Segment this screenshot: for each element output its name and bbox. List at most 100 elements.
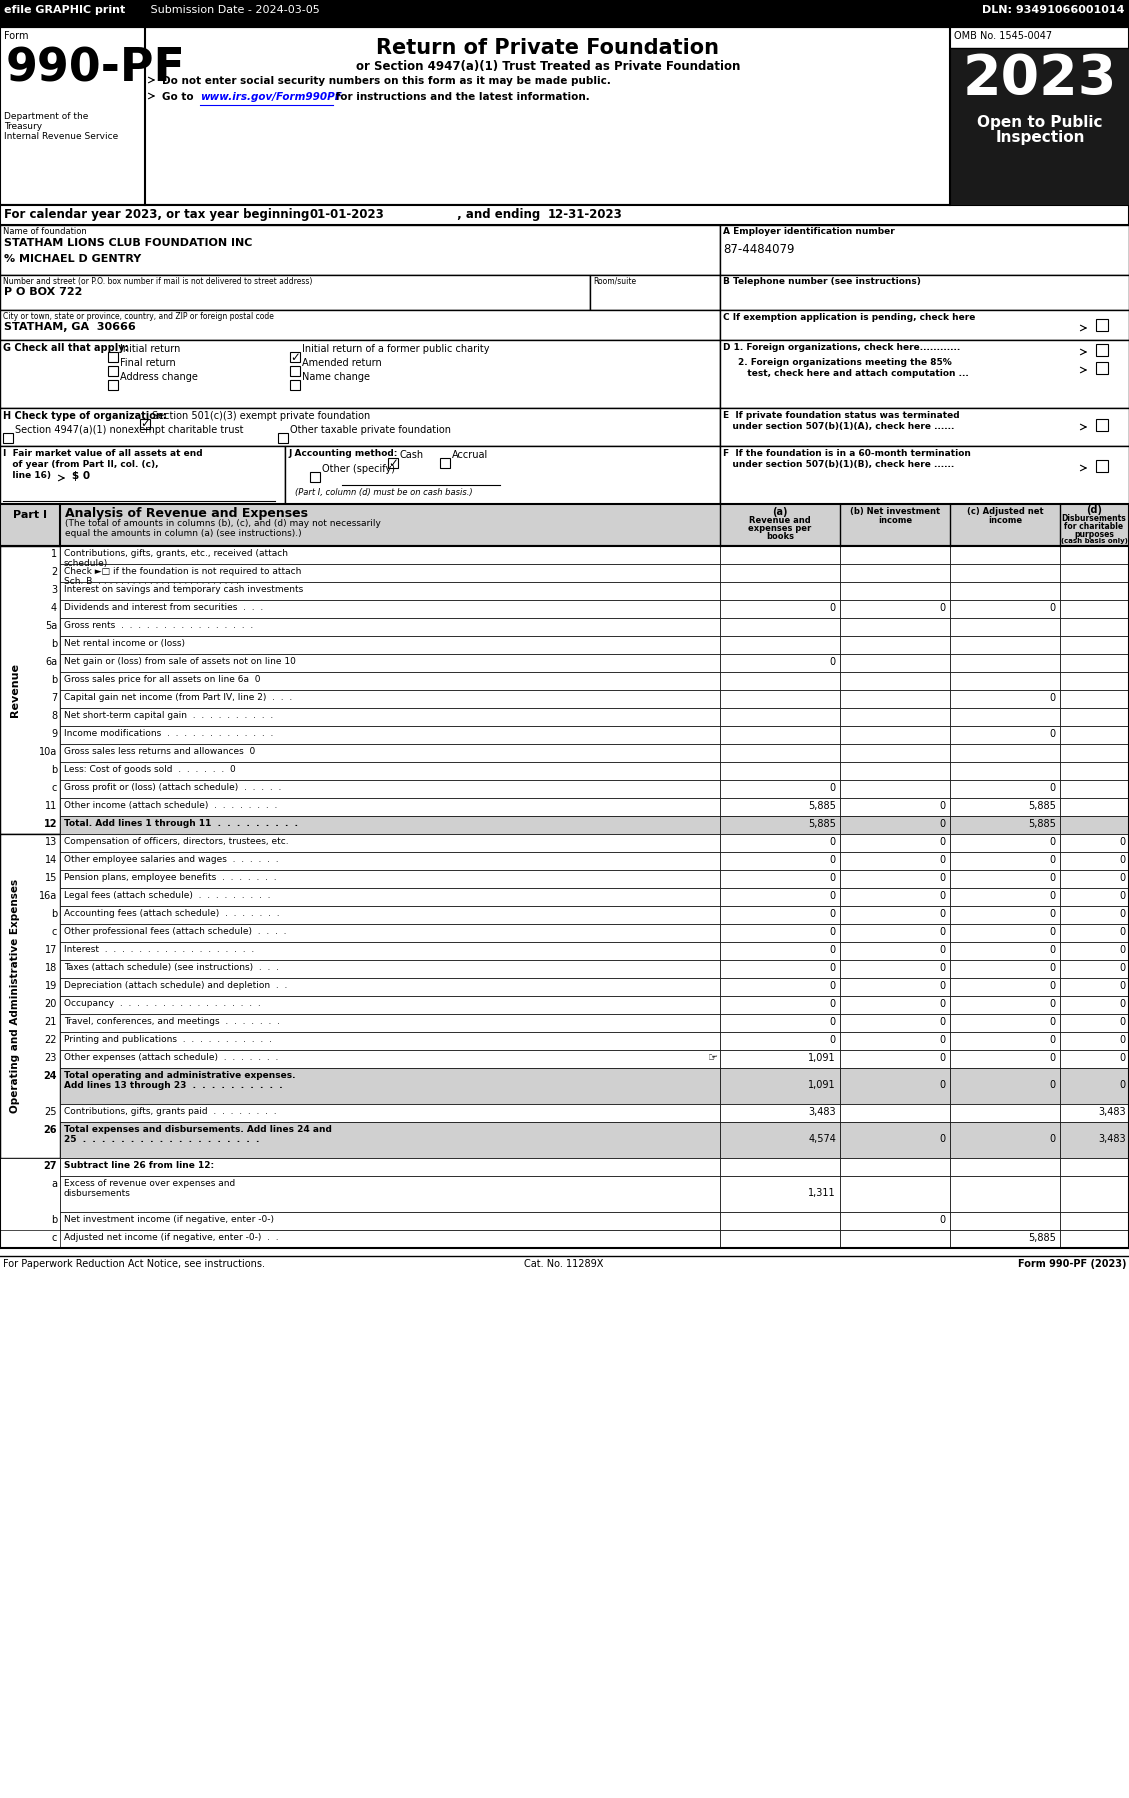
Text: Compensation of officers, directors, trustees, etc.: Compensation of officers, directors, tru… — [64, 838, 289, 847]
Text: 9: 9 — [51, 728, 56, 739]
Text: Return of Private Foundation: Return of Private Foundation — [376, 38, 719, 58]
Bar — [60, 547, 720, 565]
Text: (Part I, column (d) must be on cash basis.): (Part I, column (d) must be on cash basi… — [295, 487, 473, 496]
Bar — [720, 583, 840, 601]
Text: Less: Cost of goods sold  .  .  .  .  .  .  0: Less: Cost of goods sold . . . . . . 0 — [64, 764, 236, 773]
Bar — [720, 309, 1129, 340]
Bar — [840, 942, 949, 960]
Text: 0: 0 — [830, 1018, 835, 1027]
Text: of year (from Part II, col. (c),: of year (from Part II, col. (c), — [3, 460, 158, 469]
Bar — [840, 870, 949, 888]
Text: 01-01-2023: 01-01-2023 — [310, 209, 385, 221]
Text: Net gain or (loss) from sale of assets not on line 10: Net gain or (loss) from sale of assets n… — [64, 656, 296, 665]
Text: c: c — [52, 1233, 56, 1242]
Text: Travel, conferences, and meetings  .  .  .  .  .  .  .: Travel, conferences, and meetings . . . … — [64, 1018, 280, 1027]
Text: 0: 0 — [1120, 838, 1126, 847]
Bar — [1096, 419, 1108, 432]
Text: 0: 0 — [1050, 874, 1056, 883]
Text: Total operating and administrative expenses.
Add lines 13 through 23  .  .  .  .: Total operating and administrative expen… — [64, 1072, 296, 1090]
Bar — [1060, 1104, 1129, 1122]
Bar — [720, 408, 1129, 446]
Text: 0: 0 — [1120, 1036, 1126, 1045]
Bar — [290, 367, 300, 376]
Bar — [1060, 996, 1129, 1014]
Text: 8: 8 — [51, 710, 56, 721]
Text: 26: 26 — [44, 1126, 56, 1135]
Text: 0: 0 — [1120, 964, 1126, 973]
Text: 12: 12 — [44, 820, 56, 829]
Text: Adjusted net income (if negative, enter -0-)  .  .: Adjusted net income (if negative, enter … — [64, 1233, 279, 1242]
Text: 0: 0 — [830, 874, 835, 883]
Bar — [949, 1158, 1060, 1176]
Text: 0: 0 — [830, 838, 835, 847]
Text: 0: 0 — [939, 1081, 946, 1090]
Bar — [720, 708, 840, 726]
Text: ✓: ✓ — [388, 457, 397, 469]
Bar — [949, 1032, 1060, 1050]
Text: 25: 25 — [44, 1108, 56, 1117]
Text: Gross rents  .  .  .  .  .  .  .  .  .  .  .  .  .  .  .  .: Gross rents . . . . . . . . . . . . . . … — [64, 620, 253, 629]
Text: Other income (attach schedule)  .  .  .  .  .  .  .  .: Other income (attach schedule) . . . . .… — [64, 800, 278, 811]
Text: 2. Foreign organizations meeting the 85%: 2. Foreign organizations meeting the 85% — [738, 358, 952, 367]
Bar — [1060, 1122, 1129, 1158]
Bar — [60, 1158, 720, 1176]
Bar — [1060, 870, 1129, 888]
Text: Check ►□ if the foundation is not required to attach
Sch. B  . . . . . . . . . .: Check ►□ if the foundation is not requir… — [64, 566, 301, 586]
Text: Final return: Final return — [120, 358, 176, 369]
Bar — [840, 906, 949, 924]
Text: (a): (a) — [772, 507, 788, 518]
Text: 6a: 6a — [45, 656, 56, 667]
Text: Other expenses (attach schedule)  .  .  .  .  .  .  .: Other expenses (attach schedule) . . . .… — [64, 1054, 279, 1063]
Text: Submission Date - 2024-03-05: Submission Date - 2024-03-05 — [140, 5, 320, 14]
Bar — [840, 1212, 949, 1230]
Bar — [720, 547, 840, 565]
Bar — [1096, 361, 1108, 374]
Text: 5,885: 5,885 — [808, 820, 835, 829]
Bar — [840, 654, 949, 672]
Text: Section 501(c)(3) exempt private foundation: Section 501(c)(3) exempt private foundat… — [152, 412, 370, 421]
Text: c: c — [52, 928, 56, 937]
Bar — [0, 834, 60, 1158]
Bar — [949, 726, 1060, 744]
Text: 0: 0 — [939, 982, 946, 991]
Bar — [720, 446, 1129, 503]
Text: 5,885: 5,885 — [1029, 1233, 1056, 1242]
Text: (c) Adjusted net: (c) Adjusted net — [966, 507, 1043, 516]
Text: 14: 14 — [45, 856, 56, 865]
Text: E  If private foundation status was terminated: E If private foundation status was termi… — [723, 412, 960, 421]
Text: 0: 0 — [1050, 782, 1056, 793]
Text: Income modifications  .  .  .  .  .  .  .  .  .  .  .  .  .: Income modifications . . . . . . . . . .… — [64, 728, 273, 737]
Bar — [1060, 1158, 1129, 1176]
Bar — [0, 205, 1129, 225]
Text: 24: 24 — [44, 1072, 56, 1081]
Bar — [1060, 547, 1129, 565]
Bar — [60, 942, 720, 960]
Bar — [840, 978, 949, 996]
Text: Interest on savings and temporary cash investments: Interest on savings and temporary cash i… — [64, 584, 304, 593]
Bar — [60, 1230, 720, 1248]
Bar — [1060, 565, 1129, 583]
Text: 12-31-2023: 12-31-2023 — [548, 209, 623, 221]
Bar — [720, 762, 840, 780]
Text: STATHAM, GA  30666: STATHAM, GA 30666 — [5, 322, 135, 333]
Text: 0: 0 — [1120, 928, 1126, 937]
Bar — [1060, 852, 1129, 870]
Bar — [0, 309, 720, 340]
Text: 0: 0 — [939, 1018, 946, 1027]
Text: books: books — [765, 532, 794, 541]
Text: 0: 0 — [939, 1054, 946, 1063]
Bar — [1060, 906, 1129, 924]
Text: 87-4484079: 87-4484079 — [723, 243, 795, 255]
Text: ✓: ✓ — [290, 351, 300, 363]
Text: 5,885: 5,885 — [1029, 820, 1056, 829]
Bar — [1060, 960, 1129, 978]
Bar — [60, 924, 720, 942]
Text: Analysis of Revenue and Expenses: Analysis of Revenue and Expenses — [65, 507, 308, 520]
Bar — [1060, 583, 1129, 601]
Text: expenses per: expenses per — [749, 523, 812, 532]
Bar — [0, 547, 60, 834]
Bar — [1060, 1176, 1129, 1212]
Bar — [840, 996, 949, 1014]
Bar — [949, 996, 1060, 1014]
Text: Revenue: Revenue — [10, 663, 20, 717]
